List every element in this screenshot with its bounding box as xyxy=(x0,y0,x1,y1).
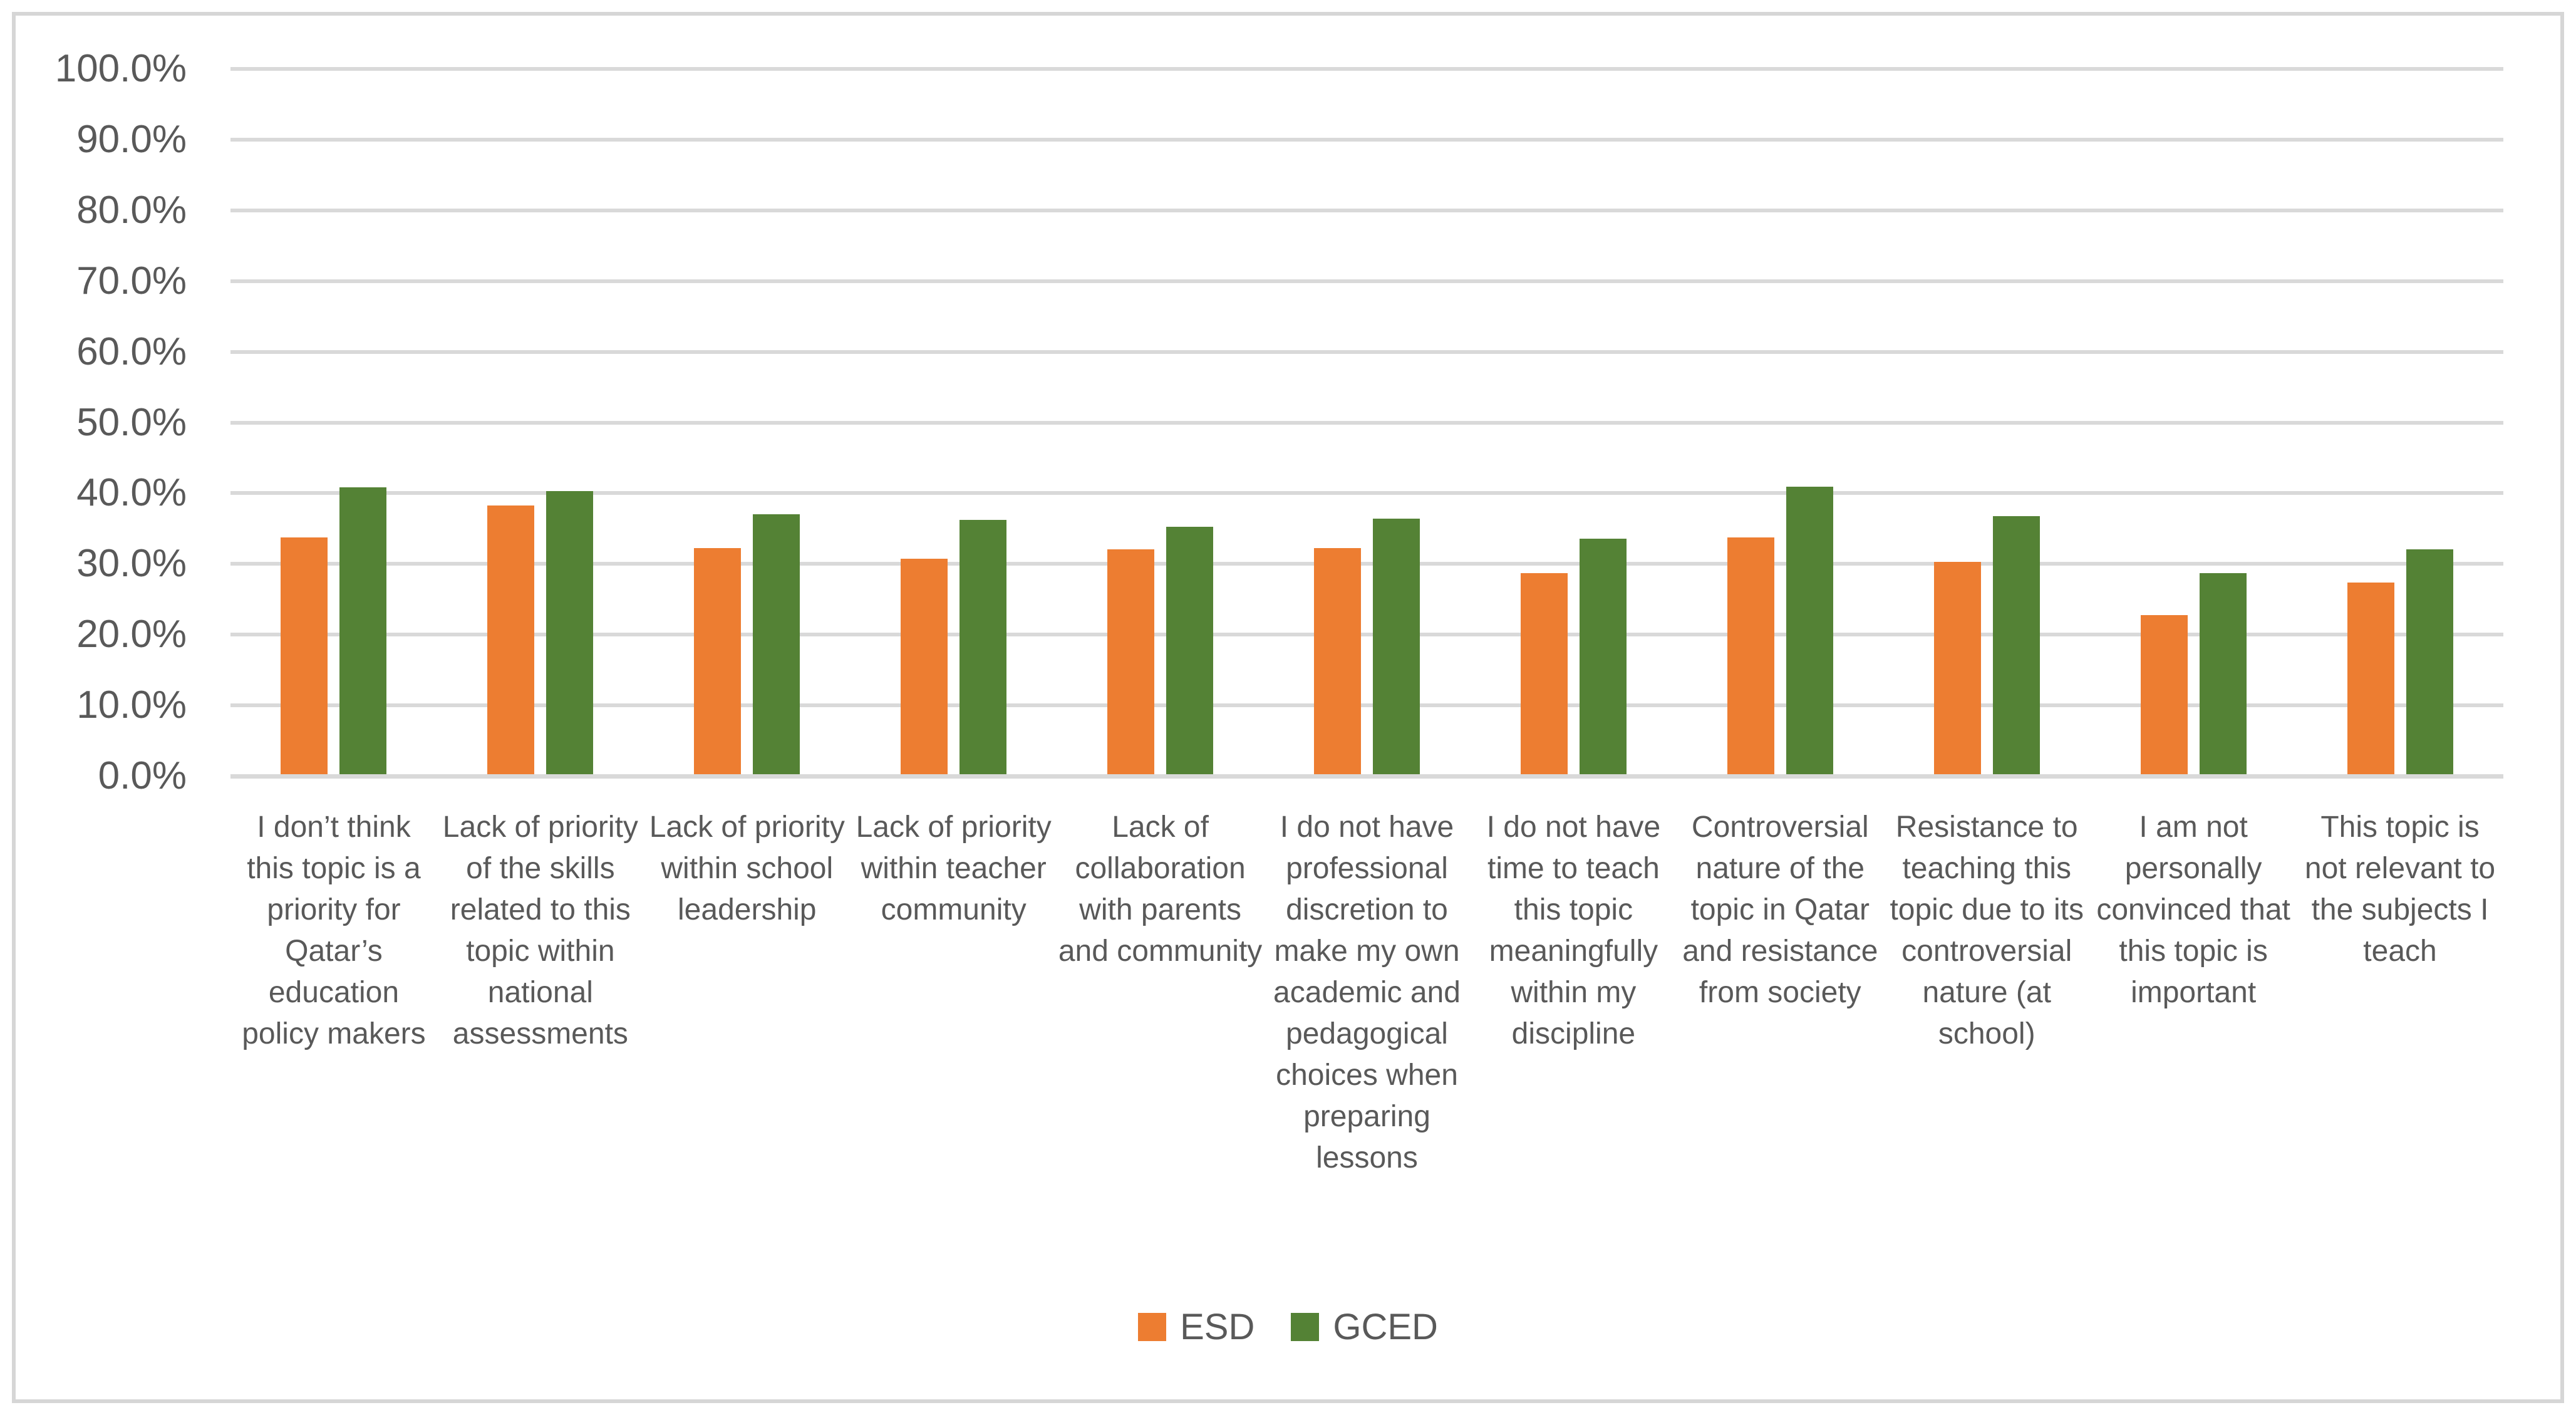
bar-group-3 xyxy=(851,69,1057,774)
legend-swatch-gced xyxy=(1291,1313,1320,1341)
y-tick-label-80: 80.0% xyxy=(76,188,187,232)
gridline-80 xyxy=(230,208,2503,212)
legend-item-esd: ESD xyxy=(1138,1306,1254,1348)
bar-gced-6 xyxy=(1579,539,1627,774)
x-category-label-9: I am not personally convinced that this … xyxy=(2096,811,2290,1009)
y-tick-label-60: 60.0% xyxy=(76,329,187,373)
bar-gced-2 xyxy=(753,514,800,774)
bar-esd-4 xyxy=(1107,549,1155,774)
bar-esd-0 xyxy=(281,537,328,774)
bar-gced-3 xyxy=(960,519,1007,774)
bar-gced-7 xyxy=(1786,486,1833,774)
bar-esd-5 xyxy=(1313,547,1361,774)
gridline-50 xyxy=(230,420,2503,425)
y-tick-label-40: 40.0% xyxy=(76,471,187,515)
bar-esd-6 xyxy=(1520,573,1568,774)
gridline-60 xyxy=(230,350,2503,354)
y-tick-label-100: 100.0% xyxy=(54,47,187,90)
x-axis-line xyxy=(230,774,2503,779)
bar-gced-0 xyxy=(339,487,387,774)
x-category-label-4: Lack of collaboration with parents and c… xyxy=(1058,811,1263,968)
x-category-label-8: Resistance to teaching this topic due to… xyxy=(1890,811,2084,1050)
gridline-100 xyxy=(230,67,2503,71)
bar-esd-8 xyxy=(1933,562,1981,774)
gridline-10 xyxy=(230,703,2503,708)
bar-group-2 xyxy=(644,69,851,774)
bar-gced-8 xyxy=(1992,516,2040,774)
gridline-40 xyxy=(230,491,2503,495)
y-tick-label-10: 10.0% xyxy=(76,683,187,727)
gridline-90 xyxy=(230,137,2503,142)
bar-group-5 xyxy=(1264,69,1471,774)
bar-gced-10 xyxy=(2406,549,2453,774)
gridline-30 xyxy=(230,562,2503,566)
bar-group-0 xyxy=(230,69,437,774)
bar-esd-2 xyxy=(694,547,742,774)
x-category-label-10: This topic is not relevant to the subjec… xyxy=(2304,811,2496,968)
chart-border xyxy=(12,12,2564,1403)
legend-label-gced: GCED xyxy=(1333,1307,1438,1347)
bar-gced-9 xyxy=(2199,573,2247,774)
gridline-20 xyxy=(230,633,2503,637)
legend-label-esd: ESD xyxy=(1180,1307,1255,1347)
bar-group-7 xyxy=(1677,69,1883,774)
bar-group-1 xyxy=(437,69,644,774)
x-category-label-5: I do not have professional discretion to… xyxy=(1273,811,1461,1174)
x-category-label-6: I do not have time to teach this topic m… xyxy=(1486,811,1661,1050)
x-category-label-0: I don’t think this topic is a priority f… xyxy=(242,811,426,1050)
bar-esd-3 xyxy=(901,558,948,774)
bar-gced-4 xyxy=(1166,526,1214,774)
bar-group-6 xyxy=(1470,69,1677,774)
bars-layer xyxy=(230,69,2503,774)
x-category-label-3: Lack of priority within teacher communit… xyxy=(856,811,1052,926)
gridline-70 xyxy=(230,279,2503,283)
bar-gced-5 xyxy=(1372,519,1420,774)
y-tick-label-90: 90.0% xyxy=(76,117,187,161)
x-axis-labels: I don’t think this topic is a priority f… xyxy=(230,807,2503,1179)
y-tick-label-0: 0.0% xyxy=(98,754,187,797)
legend-swatch-esd xyxy=(1138,1313,1167,1341)
y-tick-label-50: 50.0% xyxy=(76,400,187,444)
legend-item-gced: GCED xyxy=(1291,1306,1438,1348)
legend: ESD GCED xyxy=(0,1306,2576,1348)
x-category-label-2: Lack of priority within school leadershi… xyxy=(649,811,845,926)
y-tick-label-70: 70.0% xyxy=(76,259,187,303)
bar-esd-1 xyxy=(487,505,535,774)
bar-esd-10 xyxy=(2347,583,2394,774)
bar-group-9 xyxy=(2090,69,2297,774)
bar-group-4 xyxy=(1057,69,1264,774)
bar-gced-1 xyxy=(546,491,594,774)
bar-group-10 xyxy=(2297,69,2503,774)
bar-group-8 xyxy=(1883,69,2090,774)
bar-esd-9 xyxy=(2140,614,2188,774)
bar-esd-7 xyxy=(1727,537,1774,774)
y-tick-label-30: 30.0% xyxy=(76,542,187,586)
x-category-label-7: Controversial nature of the topic in Qat… xyxy=(1682,811,1878,1009)
y-tick-label-20: 20.0% xyxy=(76,613,187,656)
plot-area xyxy=(230,67,2503,779)
x-category-label-1: Lack of priority of the skills related t… xyxy=(442,811,638,1050)
